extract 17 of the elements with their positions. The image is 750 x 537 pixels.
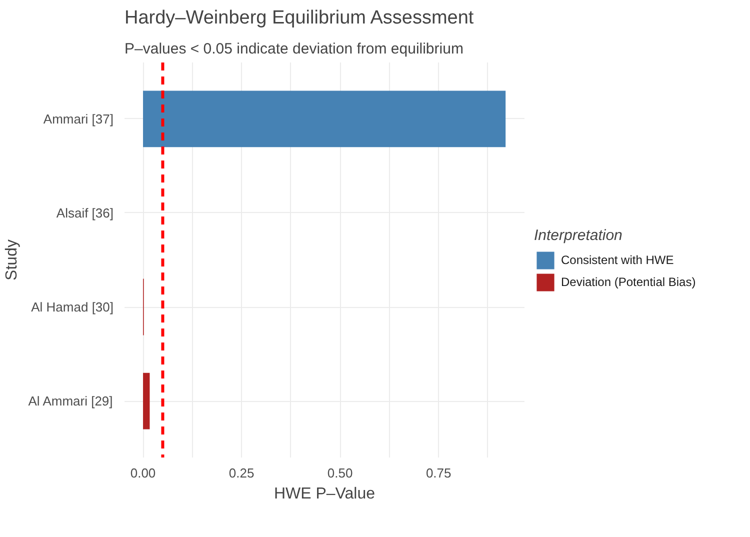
legend-label: Deviation (Potential Bias) [561,274,696,288]
bar [143,90,506,148]
chart-title: Hardy–Weinberg Equilibrium Assessment [124,8,474,28]
y-tick-label: Al Ammari [29] [28,394,113,409]
y-axis-title: Study [3,240,20,280]
bar [143,372,150,430]
y-tick-label: Al Hamad [30] [31,300,114,315]
legend-title: Interpretation [534,226,624,244]
y-tick-label: Alsaif [36] [56,205,114,220]
chart-subtitle: P–values < 0.05 indicate deviation from equilibrium [124,40,464,58]
x-tick-label: 0.50 [327,466,353,480]
x-axis-title: HWE P–Value [274,486,376,502]
y-tick-label: Ammari [37] [43,111,114,126]
x-tick-label: 0.00 [130,466,156,480]
x-tick-label: 0.75 [426,466,452,480]
legend-label: Consistent with HWE [561,252,674,266]
x-tick-label: 0.25 [228,466,254,480]
